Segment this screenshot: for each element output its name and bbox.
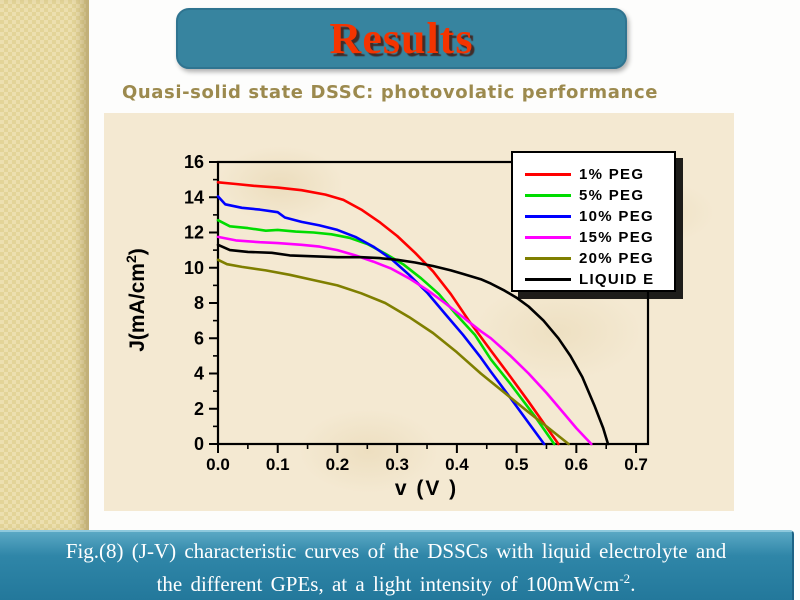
x-tick-label: 0.6 [565, 455, 589, 474]
x-tick-label: 0.0 [206, 455, 230, 474]
y-tick-label: 6 [194, 328, 204, 348]
curve-15-peg [216, 235, 593, 446]
legend-line-sample [525, 194, 571, 197]
y-tick-label: 0 [194, 434, 204, 454]
slide-title: Results [329, 14, 474, 63]
legend-label: 10% PEG [579, 208, 654, 225]
chart-panel: 0.0 0.1 0.2 0.3 0.4 0.5 0.6 0.7 0 2 4 6 8 10 12 14 16 J(… [104, 113, 734, 511]
legend-line-sample [525, 173, 571, 176]
legend-label: 5% PEG [579, 187, 645, 204]
curve-10-peg [216, 195, 546, 446]
legend-line-sample [525, 257, 571, 260]
y-tick-label: 4 [194, 364, 204, 384]
chart-legend: 1% PEG 5% PEG 10% PEG 15% PEG 20% PEG LI… [511, 151, 676, 292]
x-tick-label: 0.5 [505, 455, 529, 474]
caption-line-1: Fig.(8) (J-V) characteristic curves of t… [65, 539, 727, 563]
title-banner: Results [176, 8, 627, 69]
y-tick-label: 16 [184, 152, 204, 172]
jv-chart: 0.0 0.1 0.2 0.3 0.4 0.5 0.6 0.7 0 2 4 6 8 10 12 14 16 [184, 152, 650, 474]
legend-line-sample [525, 215, 571, 218]
left-decor-strip [0, 0, 89, 530]
y-tick-label: 14 [184, 187, 204, 207]
x-axis-label: v (V ) [394, 477, 459, 500]
y-tick-label: 10 [184, 258, 204, 278]
legend-line-sample [525, 278, 571, 281]
legend-label: 20% PEG [579, 250, 654, 267]
legend-label: 15% PEG [579, 229, 654, 246]
x-tick-label: 0.4 [445, 455, 469, 474]
legend-item: 1% PEG [525, 164, 674, 185]
y-axis-label: J(mA/cm2) [123, 248, 149, 352]
curve-liquid-e [216, 243, 610, 446]
y-tick-label: 2 [194, 399, 204, 419]
caption-line-2: the different GPEs, at a light intensity… [156, 571, 636, 596]
x-tick-label: 0.1 [266, 455, 290, 474]
legend-label: 1% PEG [579, 166, 645, 183]
legend-label: LIQUID E [579, 271, 655, 288]
slide-subtitle: Quasi-solid state DSSC: photovolatic per… [121, 82, 659, 103]
y-tick-label: 8 [194, 293, 204, 313]
x-tick-label: 0.2 [326, 455, 350, 474]
caption-bar: Fig.(8) (J-V) characteristic curves of t… [0, 530, 794, 600]
y-tick-label: 12 [184, 223, 204, 243]
legend-item: 20% PEG [525, 248, 674, 269]
curve-20-peg [216, 258, 570, 446]
curve-1-peg [216, 181, 560, 446]
legend-item: 5% PEG [525, 185, 674, 206]
legend-line-sample [525, 236, 571, 239]
legend-item: 15% PEG [525, 227, 674, 248]
x-tick-label: 0.7 [624, 455, 648, 474]
legend-item: 10% PEG [525, 206, 674, 227]
x-tick-label: 0.3 [385, 455, 409, 474]
legend-item: LIQUID E [525, 269, 674, 290]
